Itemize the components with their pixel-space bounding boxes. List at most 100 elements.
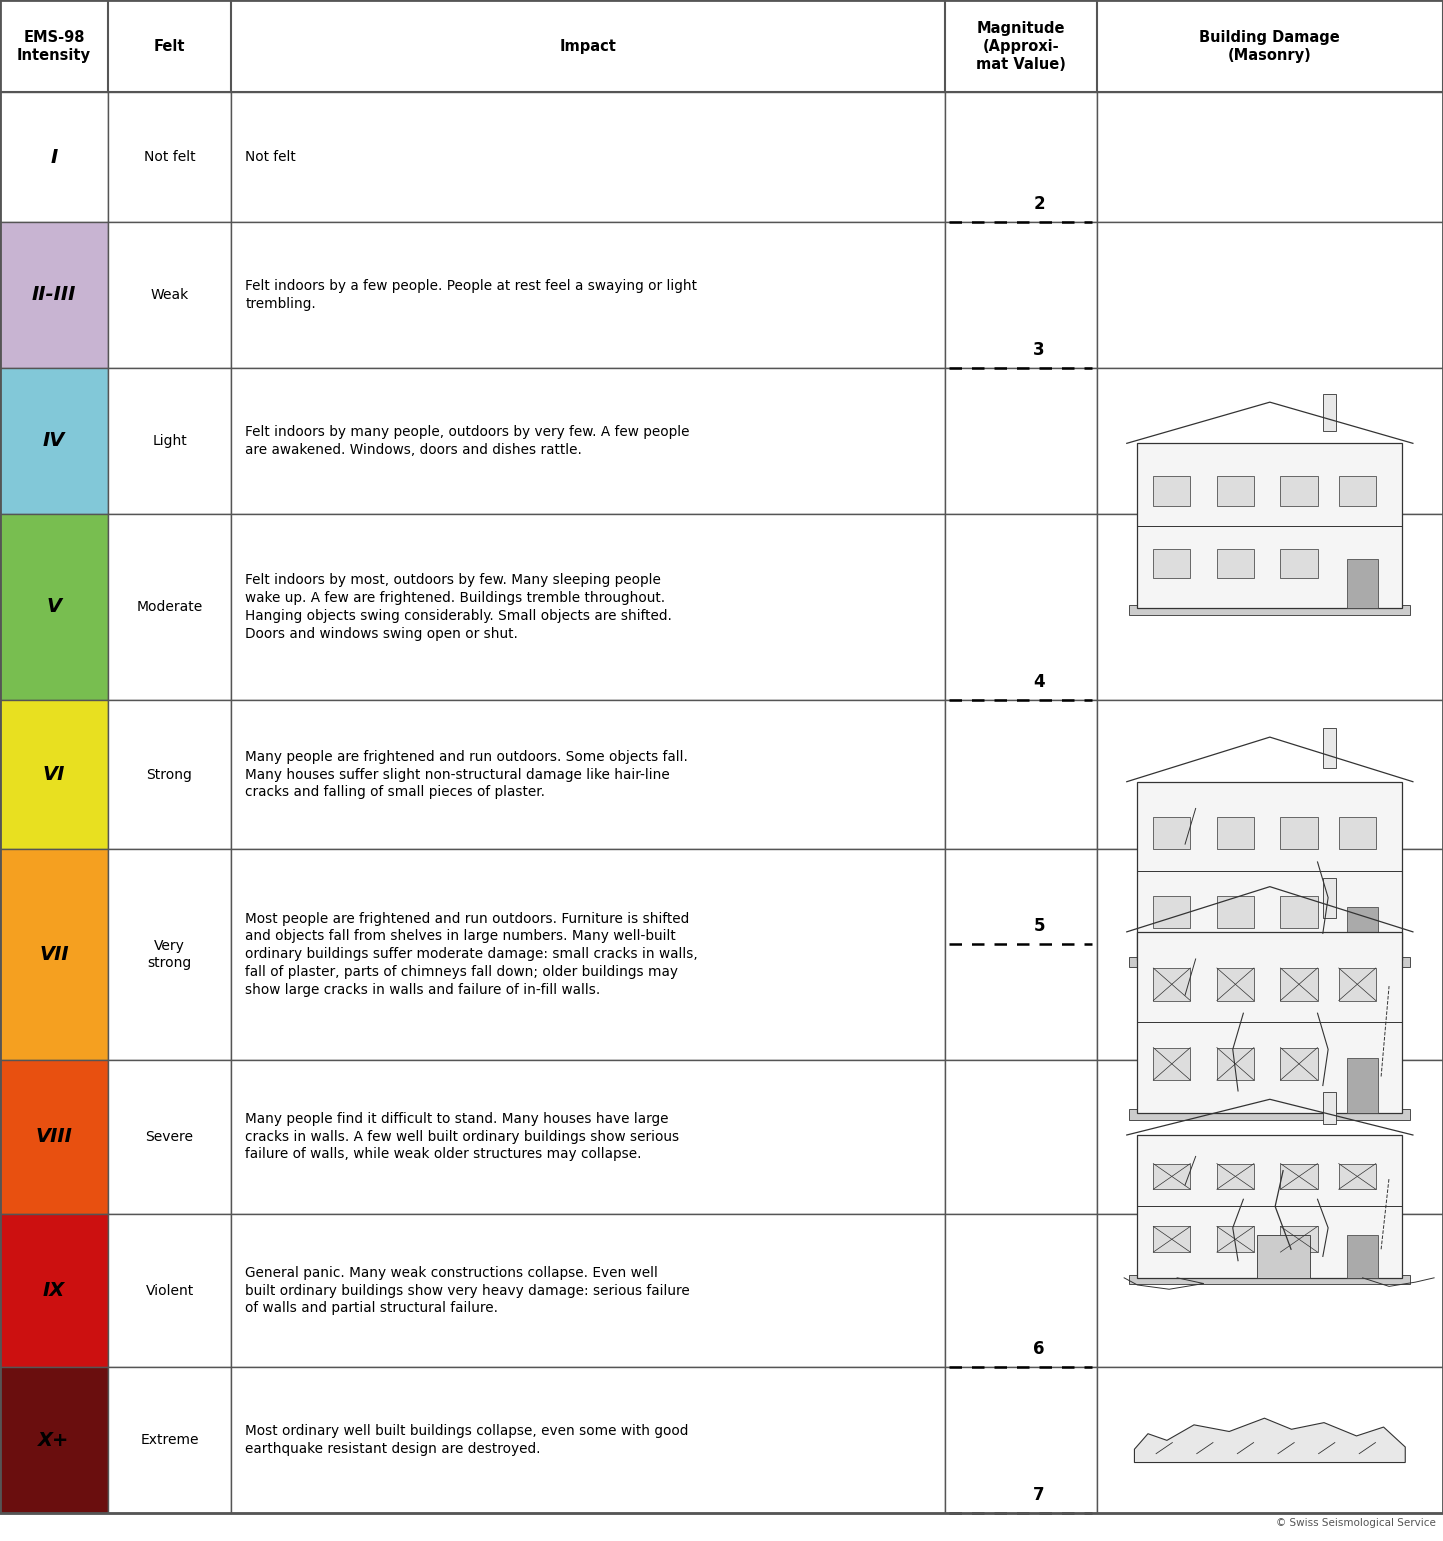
Bar [1097,92,1443,222]
Bar [945,1367,1097,1513]
Bar [1153,1048,1190,1080]
Bar [231,92,945,222]
Bar [1153,1227,1190,1253]
Bar [1097,1214,1443,1367]
Bar [0,700,108,849]
Bar [945,222,1097,368]
Text: Felt: Felt [154,39,185,54]
Bar [1346,1059,1378,1113]
Bar [1216,1048,1254,1080]
Text: 5: 5 [1033,917,1045,934]
Text: Felt indoors by a few people. People at rest feel a swaying or light
trembling.: Felt indoors by a few people. People at … [245,279,697,311]
Bar [231,513,945,700]
Bar [1280,817,1317,849]
Text: EMS-98
Intensity: EMS-98 Intensity [17,29,91,63]
Text: Felt indoors by most, outdoors by few. Many sleeping people
wake up. A few are f: Felt indoors by most, outdoors by few. M… [245,573,672,641]
Bar [945,1060,1097,1214]
Text: Most ordinary well built buildings collapse, even some with good
earthquake resi: Most ordinary well built buildings colla… [245,1424,688,1456]
Text: Not felt: Not felt [245,151,296,165]
Bar [108,92,231,222]
Bar [231,1214,945,1367]
Bar [1097,1367,1443,1513]
Text: IV: IV [43,431,65,450]
Bar [108,1214,231,1367]
Bar [1346,906,1378,960]
Bar [1280,895,1317,928]
Bar [108,1060,231,1214]
Bar [231,368,945,513]
Bar [1097,513,1443,700]
Text: VIII: VIII [36,1126,72,1147]
Bar [231,222,945,368]
Text: X+: X+ [39,1432,69,1450]
Bar [1130,957,1410,968]
Bar [0,849,108,1060]
Bar [231,700,945,849]
Text: Light: Light [152,433,188,448]
Bar [0,1367,108,1513]
Bar [945,849,1097,1060]
Text: VI: VI [43,764,65,784]
Text: V: V [46,598,62,616]
Bar [1216,1227,1254,1253]
Text: 7: 7 [1033,1486,1045,1504]
Bar [1097,368,1443,513]
Bar [1153,817,1190,849]
Bar [1323,1093,1336,1125]
Bar [1130,604,1410,615]
Bar [1280,549,1317,578]
Text: Building Damage
(Masonry): Building Damage (Masonry) [1199,29,1341,63]
Bar [1323,729,1336,769]
Bar [0,222,108,368]
Bar [1216,476,1254,505]
Text: 2: 2 [1033,194,1045,213]
Bar [1216,968,1254,1000]
Bar [1280,1163,1317,1190]
Text: 4: 4 [1033,673,1045,690]
Bar [1346,1234,1378,1277]
Text: Moderate: Moderate [137,599,202,613]
Text: Impact: Impact [560,39,616,54]
Bar [1280,476,1317,505]
Text: Strong: Strong [147,767,192,781]
Bar [0,0,1443,92]
Bar [231,849,945,1060]
Bar [0,92,108,222]
Text: Weak: Weak [150,288,189,302]
Bar [108,513,231,700]
Bar [1339,817,1375,849]
Bar [945,368,1097,513]
Bar [1346,559,1378,609]
Bar [1339,476,1375,505]
Text: IX: IX [43,1281,65,1301]
Bar [1153,968,1190,1000]
Bar [1216,895,1254,928]
Text: I: I [51,148,58,166]
Text: II-III: II-III [32,285,76,305]
Text: Violent: Violent [146,1284,193,1298]
Text: Not felt: Not felt [144,151,195,165]
Bar [231,1367,945,1513]
Bar [1153,549,1190,578]
Bar [1137,1136,1403,1277]
Bar [1339,968,1375,1000]
Bar [1130,1110,1410,1120]
Text: Extreme: Extreme [140,1433,199,1447]
Bar [1130,1274,1410,1284]
Bar [1097,849,1443,1060]
Text: © Swiss Seismological Service: © Swiss Seismological Service [1276,1518,1436,1527]
Bar [108,1367,231,1513]
Bar [0,1214,108,1367]
Text: Many people find it difficult to stand. Many houses have large
cracks in walls. : Many people find it difficult to stand. … [245,1111,680,1162]
Bar [945,92,1097,222]
Bar [1153,895,1190,928]
Bar [0,513,108,700]
Bar [1323,394,1336,431]
Bar [1339,1163,1375,1190]
Bar [945,700,1097,849]
Bar [1153,476,1190,505]
Bar [945,1214,1097,1367]
Text: Severe: Severe [146,1130,193,1143]
Bar [1097,222,1443,368]
Bar [108,849,231,1060]
